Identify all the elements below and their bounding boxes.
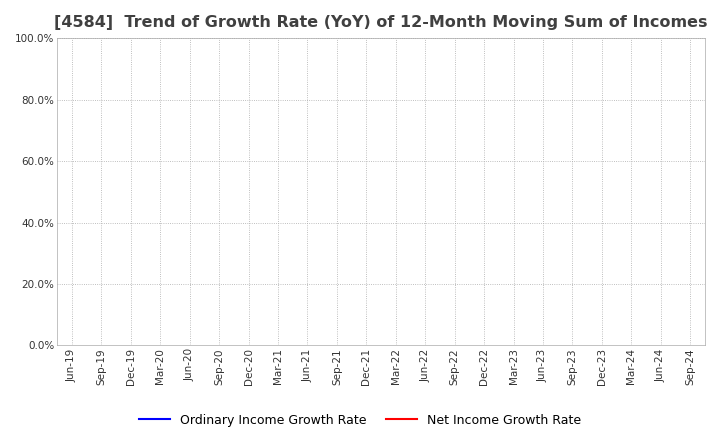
- Title: [4584]  Trend of Growth Rate (YoY) of 12-Month Moving Sum of Incomes: [4584] Trend of Growth Rate (YoY) of 12-…: [54, 15, 708, 30]
- Legend: Ordinary Income Growth Rate, Net Income Growth Rate: Ordinary Income Growth Rate, Net Income …: [134, 409, 586, 432]
